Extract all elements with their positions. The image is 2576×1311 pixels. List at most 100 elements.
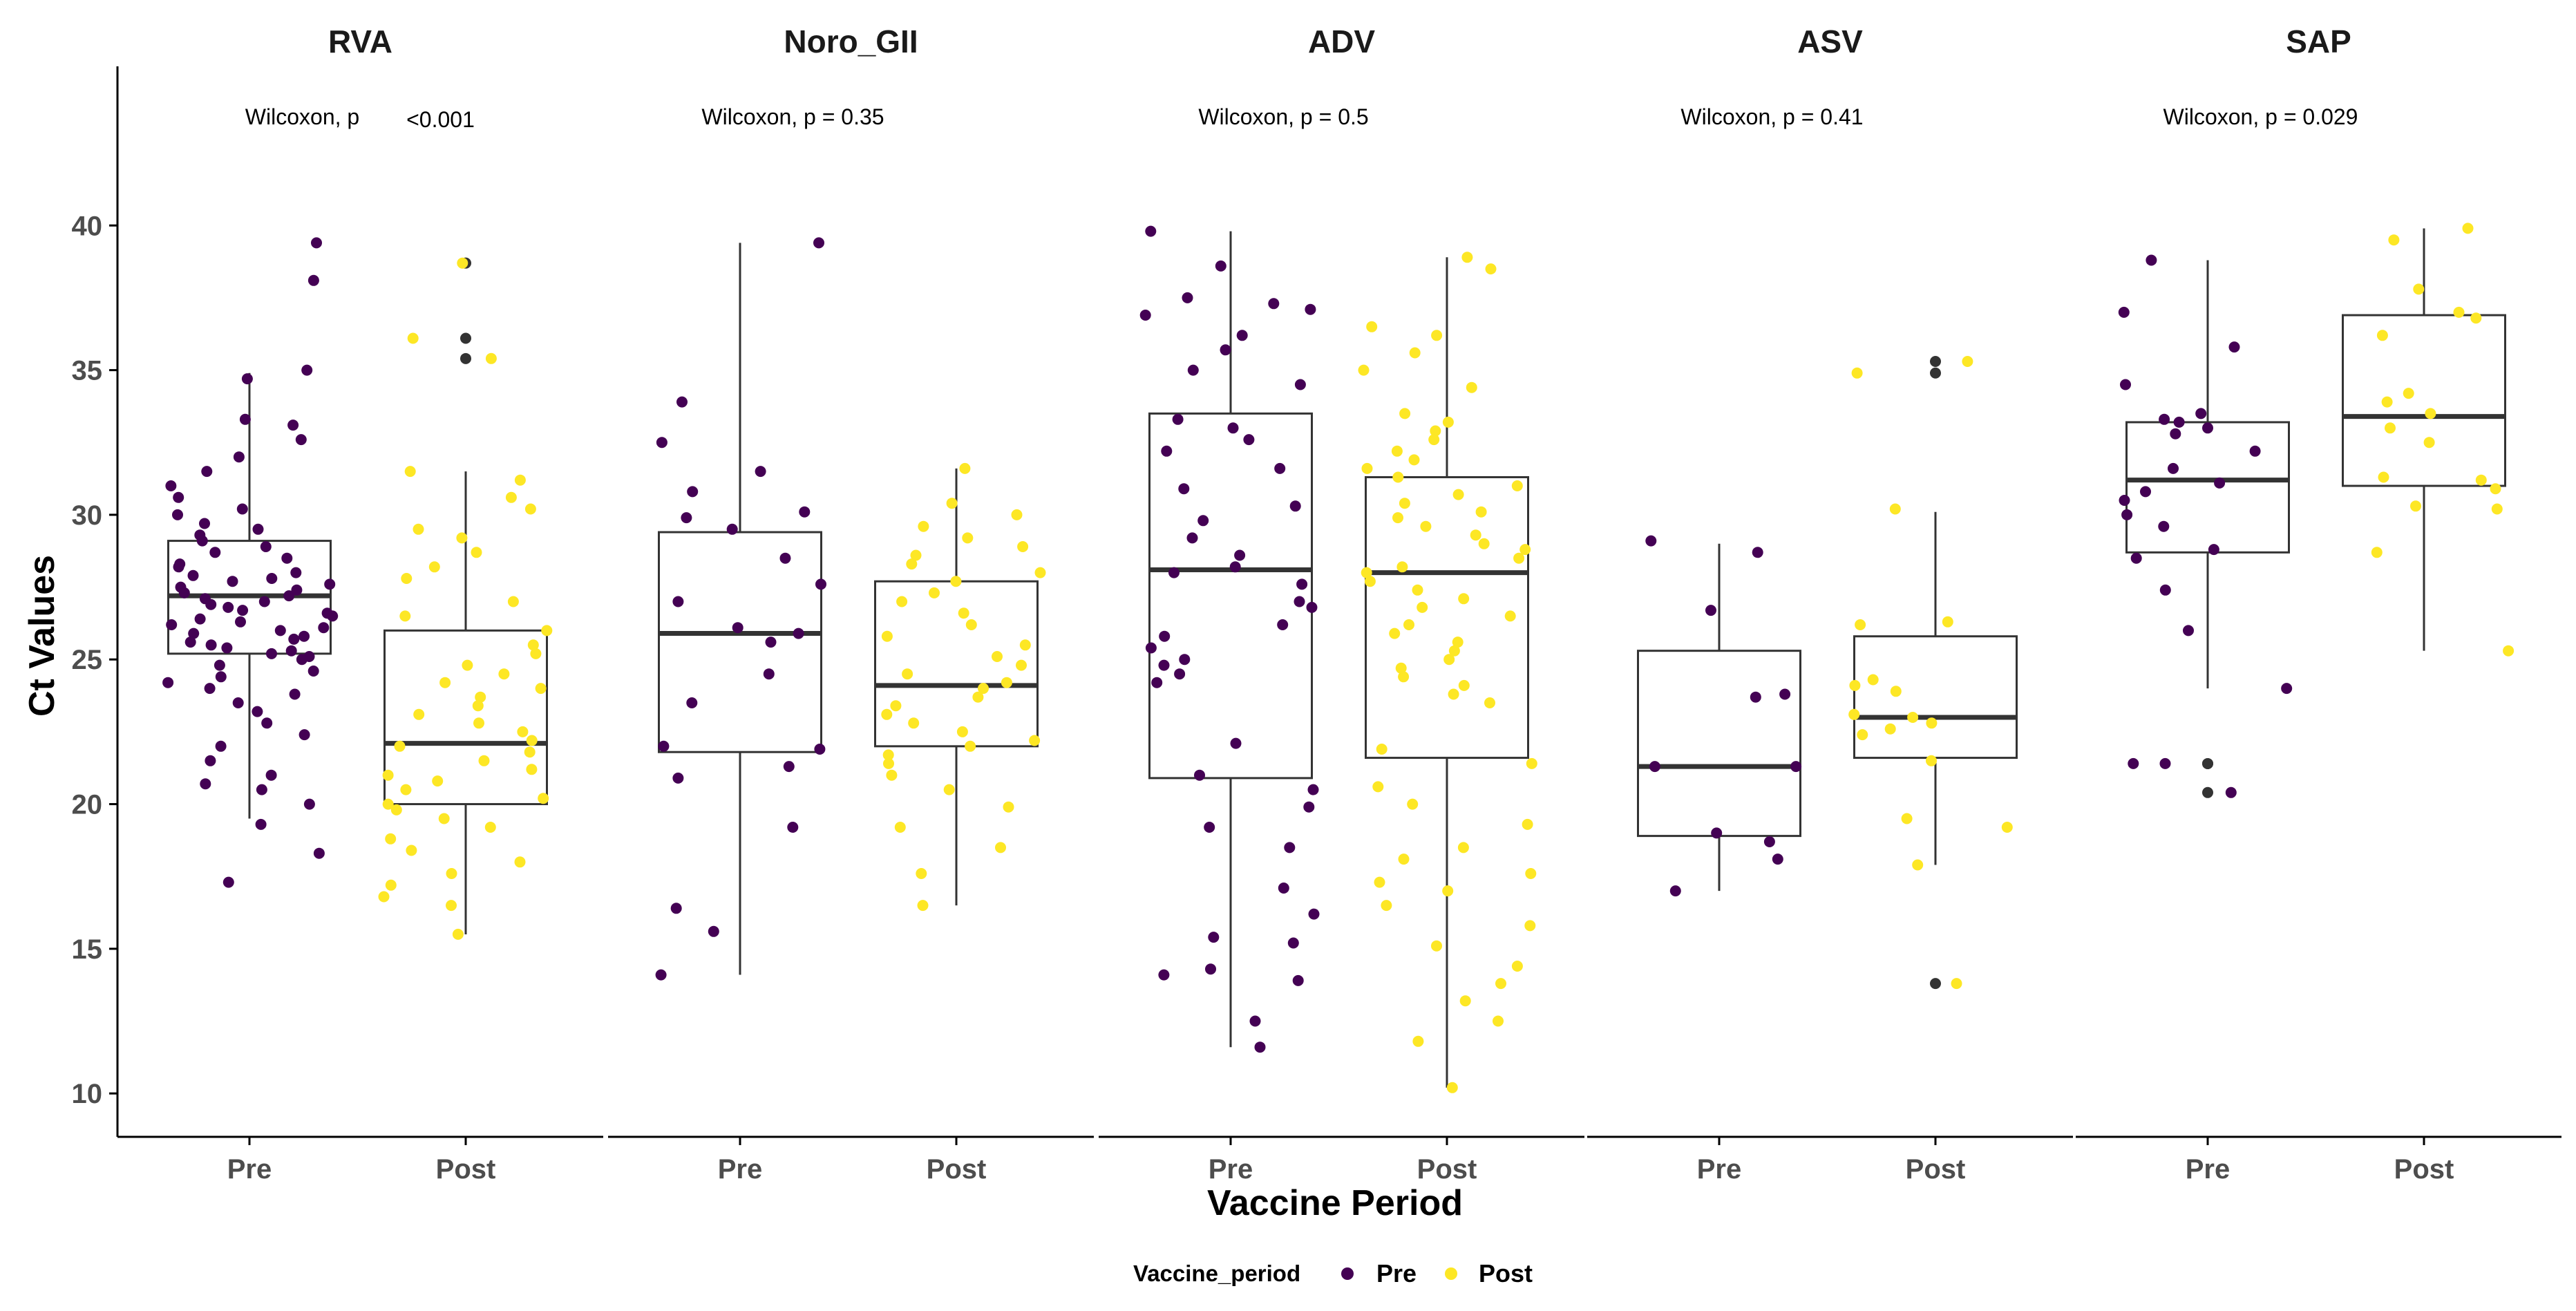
data-point-post xyxy=(2371,547,2383,558)
data-point-pre xyxy=(313,847,325,859)
outlier-point xyxy=(1930,356,1941,368)
data-point-pre xyxy=(258,596,270,607)
data-point-post xyxy=(882,749,894,761)
data-point-post xyxy=(929,587,940,598)
data-point-post xyxy=(1412,1035,1424,1047)
data-point-pre xyxy=(1215,260,1227,272)
legend-title: Vaccine_period xyxy=(1133,1261,1300,1286)
data-point-post xyxy=(1857,729,1868,741)
data-point-pre xyxy=(2168,462,2179,474)
panel-asv: ASV Wilcoxon, p = 0.41 Pre Post xyxy=(1587,23,2073,1185)
data-point-pre xyxy=(1790,761,1802,773)
data-point-pre xyxy=(215,740,227,752)
data-point-pre xyxy=(2202,422,2213,434)
data-point-post xyxy=(1431,940,1442,952)
data-point-pre xyxy=(200,778,211,790)
y-tick-label: 15 xyxy=(72,934,103,965)
data-point-pre xyxy=(241,373,253,385)
data-point-post xyxy=(950,576,962,587)
test-annotation: Wilcoxon, p = 0.5 xyxy=(1198,104,1368,129)
data-point-post xyxy=(1374,876,1385,888)
data-point-pre xyxy=(1208,932,1220,943)
data-point-pre xyxy=(793,628,804,639)
data-point-pre xyxy=(658,740,670,752)
data-point-pre xyxy=(288,633,300,645)
data-point-pre xyxy=(290,567,302,578)
data-point-pre xyxy=(1229,561,1241,573)
data-point-post xyxy=(1504,610,1516,622)
data-point-pre xyxy=(2130,552,2142,564)
data-point-post xyxy=(524,503,536,515)
data-point-post xyxy=(886,769,898,781)
data-point-post xyxy=(471,547,482,558)
data-point-post xyxy=(1867,674,1879,686)
data-point-pre xyxy=(299,630,310,642)
x-tick-label: Post xyxy=(436,1154,496,1185)
data-point-post xyxy=(890,700,902,712)
data-point-pre xyxy=(676,396,688,408)
data-point-pre xyxy=(1277,619,1289,630)
data-point-pre xyxy=(1172,413,1184,425)
outlier-point xyxy=(1930,367,1941,379)
data-point-post xyxy=(881,708,893,720)
data-point-post xyxy=(1951,978,1962,990)
data-point-post xyxy=(1849,679,1861,691)
data-point-post xyxy=(1525,868,1537,879)
data-point-pre xyxy=(173,491,184,503)
data-point-pre xyxy=(779,552,791,564)
data-point-pre xyxy=(1307,784,1319,795)
data-point-pre xyxy=(281,552,293,564)
data-point-pre xyxy=(1194,769,1205,781)
outlier-point xyxy=(2202,786,2213,798)
data-point-pre xyxy=(814,744,826,755)
legend: Vaccine_period Pre Post xyxy=(1133,1259,1533,1288)
data-point-post xyxy=(894,822,906,833)
data-point-post xyxy=(535,683,547,695)
data-point-pre xyxy=(1305,303,1316,315)
data-point-pre xyxy=(1752,547,1763,558)
data-point-pre xyxy=(765,636,777,648)
panel-title: ASV xyxy=(1797,23,1863,59)
data-point-pre xyxy=(214,659,225,671)
data-point-post xyxy=(407,332,419,344)
data-point-post xyxy=(1361,462,1373,474)
data-point-post xyxy=(943,784,955,795)
data-point-pre xyxy=(799,506,811,518)
data-point-pre xyxy=(708,925,719,937)
data-point-post xyxy=(382,798,394,810)
data-point-post xyxy=(507,596,519,607)
data-point-post xyxy=(1409,347,1421,359)
data-point-pre xyxy=(1158,659,1170,671)
data-point-pre xyxy=(1303,801,1315,813)
data-point-pre xyxy=(815,578,826,590)
data-point-pre xyxy=(187,569,199,581)
data-point-pre xyxy=(2228,341,2240,353)
data-point-post xyxy=(1372,781,1384,793)
data-point-pre xyxy=(1220,344,1231,356)
data-point-post xyxy=(1442,885,1454,897)
data-point-post xyxy=(1459,995,1471,1007)
data-point-post xyxy=(2470,312,2482,324)
data-point-post xyxy=(1452,636,1464,648)
data-point-pre xyxy=(1197,515,1209,527)
panel-sap: SAP Wilcoxon, p = 0.029 Pre Post xyxy=(2076,23,2561,1185)
data-point-post xyxy=(908,717,920,729)
data-point-post xyxy=(428,561,440,573)
data-point-post xyxy=(456,532,468,544)
data-point-pre xyxy=(2159,757,2171,769)
legend-post-marker xyxy=(1445,1267,1457,1280)
box-pre xyxy=(658,531,822,753)
data-point-post xyxy=(1029,735,1041,746)
x-tick-label: Pre xyxy=(718,1154,763,1185)
data-point-post xyxy=(1495,978,1506,990)
data-point-post xyxy=(526,764,538,775)
data-point-post xyxy=(526,735,538,746)
data-point-pre xyxy=(165,480,177,491)
legend-post-label: Post xyxy=(1479,1259,1533,1288)
data-point-post xyxy=(1420,520,1432,532)
data-point-pre xyxy=(1294,596,1305,607)
data-point-post xyxy=(1889,503,1901,515)
data-point-pre xyxy=(1296,578,1308,590)
data-point-post xyxy=(1475,506,1487,518)
data-point-pre xyxy=(2140,486,2151,498)
